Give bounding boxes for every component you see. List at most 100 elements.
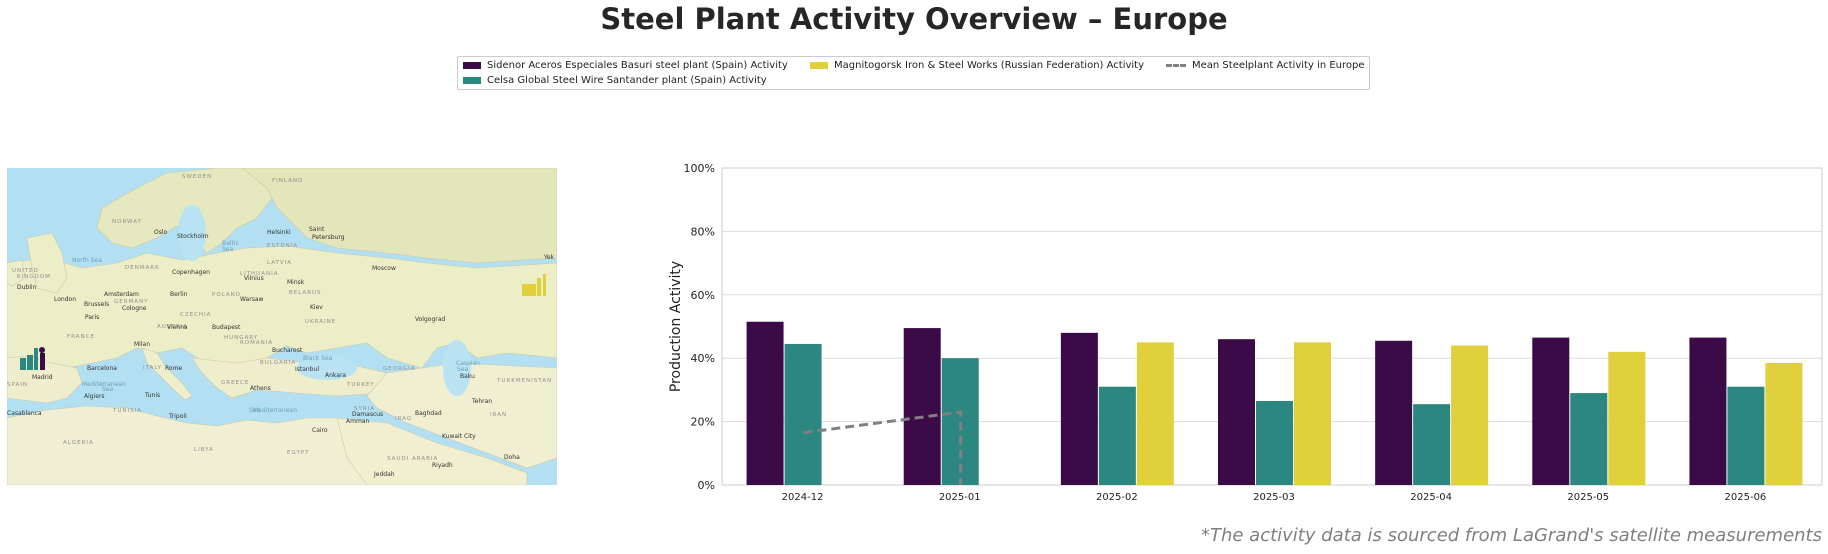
map-label-milan: Milan <box>134 341 150 348</box>
bar-sidenor-2024-12 <box>746 321 784 485</box>
map-label-iraq: IRAQ <box>395 416 412 422</box>
map-label-cairo: Cairo <box>312 427 328 434</box>
bar-celsa-2025-02 <box>1098 386 1136 485</box>
map-label-amsterdam: Amsterdam <box>104 291 139 298</box>
map-label-brussels: Brussels <box>84 301 109 308</box>
map-label-estonia: ESTONIA <box>267 243 298 249</box>
map-land-arabia <box>336 417 528 485</box>
legend-label-mean: Mean Steelplant Activity in Europe <box>1192 60 1365 71</box>
map-label-poland: POLAND <box>212 292 241 298</box>
map-label-mediterranean: Mediterranean <box>253 407 297 414</box>
legend-swatch-celsa <box>463 77 481 84</box>
magnitogorsk-marker-icon-3 <box>543 274 546 296</box>
map-label-casablanca: Casablanca <box>7 410 42 417</box>
map-label-germany: GERMANY <box>114 299 149 305</box>
x-tick-label: 2025-02 <box>1096 492 1138 503</box>
map-label-italy: ITALY <box>143 365 162 371</box>
map-label-volgograd: Volgograd <box>415 316 445 323</box>
page-title: Steel Plant Activity Overview – Europe <box>600 2 1228 36</box>
map-label-kiev: Kiev <box>310 304 323 311</box>
map-label-sweden: SWEDEN <box>182 174 212 180</box>
map-label-spain: SPAIN <box>7 382 28 388</box>
legend-swatch-magnitogorsk <box>810 62 828 69</box>
y-axis-label: Production Activity <box>668 261 684 392</box>
y-tick-label: 80% <box>691 225 715 238</box>
map-label-saudi-arabia: SAUDI ARABIA <box>387 456 438 462</box>
y-tick-label: 100% <box>684 162 715 175</box>
map-label-riyadh: Riyadh <box>432 462 453 469</box>
legend-item-sidenor: Sidenor Aceros Especiales Basuri steel p… <box>463 60 788 71</box>
bar-celsa-2025-04 <box>1413 404 1451 485</box>
map-label-minsk: Minsk <box>287 279 305 286</box>
map-label-amman: Amman <box>346 418 369 425</box>
map-label-baghdad: Baghdad <box>415 410 442 417</box>
celsa-marker-icon-3 <box>34 348 38 370</box>
map-label-egypt: EGYPT <box>287 450 310 456</box>
bar-celsa-2025-06 <box>1727 386 1765 485</box>
mean-activity-line <box>803 410 963 485</box>
map-label-sea: Sea <box>102 386 114 393</box>
map-label-baltic: Baltic <box>222 240 239 247</box>
map-label-tehran: Tehran <box>471 398 492 405</box>
map-label-caspian: Caspian <box>456 360 480 367</box>
map-label-bulgaria: BULGARIA <box>260 360 296 366</box>
map-black-sea <box>297 356 357 380</box>
bar-sidenor-2025-04 <box>1375 340 1413 485</box>
europe-map-svg: SWEDEN FINLAND NORWAY Oslo Stockholm Helsinki… <box>7 168 557 485</box>
legend-item-mean: Mean Steelplant Activity in Europe <box>1166 60 1365 71</box>
sidenor-marker-cap <box>39 347 45 353</box>
x-tick-label: 2025-04 <box>1410 492 1452 503</box>
magnitogorsk-marker-icon <box>522 284 536 296</box>
map-label-united: UNITED <box>12 268 39 274</box>
map-land-italy <box>141 347 193 401</box>
sidenor-marker-icon <box>40 353 45 370</box>
spain-plant-markers <box>20 347 45 370</box>
map-label-vienna: Vienna <box>167 324 188 331</box>
legend-label-sidenor: Sidenor Aceros Especiales Basuri steel p… <box>487 60 788 71</box>
map-land-ireland <box>7 259 26 287</box>
map-label-libya: LIBYA <box>194 447 214 453</box>
x-tick-label: 2025-06 <box>1725 492 1767 503</box>
map-label-jeddah: Jeddah <box>373 471 395 478</box>
map-label-doha: Doha <box>504 454 520 461</box>
legend-swatch-sidenor <box>463 62 481 69</box>
map-label-hungary: HUNGARY <box>224 335 258 341</box>
map-label-austria: AUSTRIA <box>157 324 188 330</box>
map-label-ukraine: UKRAINE <box>305 319 336 325</box>
y-tick-label: 40% <box>691 352 715 365</box>
map-label-iran: IRAN <box>490 412 507 418</box>
map-labels: SWEDEN FINLAND NORWAY Oslo Stockholm Helsinki… <box>7 174 555 478</box>
y-tick-labels: 0% 20% 40% 60% 80% 100% <box>684 162 715 492</box>
bar-magnitogorsk-2025-04 <box>1451 345 1489 485</box>
bar-magnitogorsk-2025-02 <box>1136 342 1174 485</box>
map-label-turkmenistan: TURKMENISTAN <box>496 378 552 384</box>
map-label-mediterranean: Mediterranean <box>82 381 126 388</box>
map-label-stockholm: Stockholm <box>177 233 209 240</box>
map-label-romania: ROMANIA <box>240 340 273 346</box>
map-land-north <box>241 168 557 264</box>
bar-sidenor-2025-06 <box>1689 337 1727 485</box>
map-label-syria: SYRIA <box>354 406 375 412</box>
map-label-madrid: Madrid <box>32 374 53 381</box>
map-caspian-sea <box>443 340 471 396</box>
bar-sidenor-2025-01 <box>903 328 941 485</box>
map-label-barcelona: Barcelona <box>87 365 117 372</box>
map-label-london: London <box>54 296 76 303</box>
map-label-istanbul: Istanbul <box>295 366 319 373</box>
map-label-cologne: Cologne <box>122 305 147 312</box>
bar-sidenor-2025-05 <box>1532 337 1570 485</box>
map-label-baku: Baku <box>460 373 475 380</box>
legend-label-magnitogorsk: Magnitogorsk Iron & Steel Works (Russian… <box>834 60 1145 71</box>
europe-map: SWEDEN FINLAND NORWAY Oslo Stockholm Helsinki… <box>7 168 557 485</box>
bar-celsa-2024-12 <box>784 343 822 485</box>
bar-magnitogorsk-2025-05 <box>1608 351 1646 485</box>
bar-sidenor-2025-03 <box>1218 339 1255 485</box>
x-tick-label: 2025-01 <box>939 492 981 503</box>
map-label-paris: Paris <box>85 314 99 321</box>
celsa-marker-icon <box>20 358 26 370</box>
legend-dash-mean <box>1166 64 1186 67</box>
y-tick-label: 60% <box>691 289 715 302</box>
map-label-finland: FINLAND <box>272 178 303 184</box>
celsa-marker-icon-2 <box>27 355 33 370</box>
y-tick-label: 20% <box>691 416 715 429</box>
